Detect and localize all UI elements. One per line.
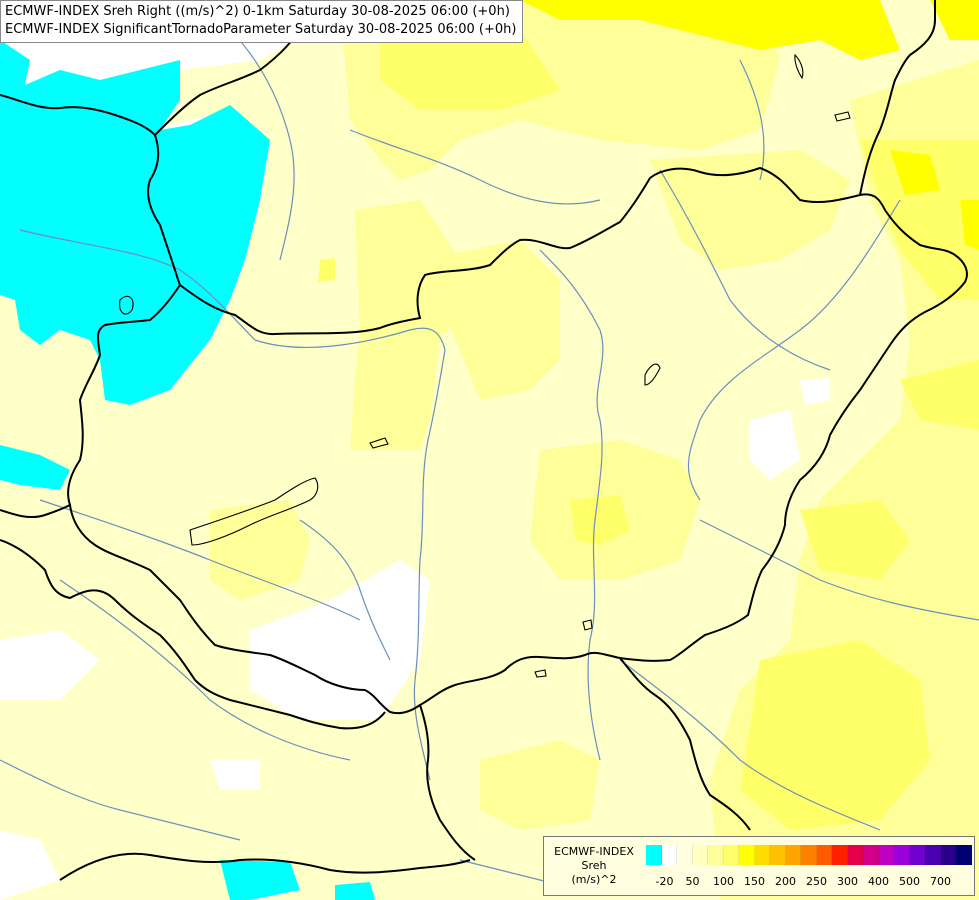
lake-small-6 xyxy=(644,363,661,386)
title-line-sreh: ECMWF-INDEX Sreh Right ((m/s)^2) 0-1km S… xyxy=(5,4,510,19)
legend-swatch xyxy=(770,845,786,865)
legend-swatch xyxy=(754,845,770,865)
legend-tick-label: 150 xyxy=(744,875,765,888)
legend-title-unit: (m/s)^2 xyxy=(571,873,617,886)
lake-small-2 xyxy=(794,53,804,80)
field-cyan-areas xyxy=(0,40,375,900)
lake-small-7 xyxy=(119,295,134,315)
legend-tick-label: 200 xyxy=(775,875,796,888)
legend-swatch xyxy=(878,845,894,865)
legend-swatch xyxy=(847,845,863,865)
border-bosnia xyxy=(59,852,471,881)
legend-swatch xyxy=(708,845,724,865)
legend-swatch xyxy=(956,845,972,865)
border-west-south xyxy=(0,504,71,519)
legend-swatch xyxy=(925,845,941,865)
country-borders xyxy=(0,0,968,881)
legend-tick-label: 50 xyxy=(685,875,700,888)
legend-tick-label: -20 xyxy=(655,875,674,888)
legend-swatch xyxy=(816,845,832,865)
rivers xyxy=(0,29,979,891)
legend-swatch xyxy=(723,845,739,865)
border-serbia-west xyxy=(419,704,476,861)
legend-tick-label: 400 xyxy=(868,875,889,888)
lake-small-5 xyxy=(534,669,547,678)
legend-swatch xyxy=(894,845,910,865)
legend-swatches xyxy=(646,845,972,865)
lake-small-1 xyxy=(369,437,389,449)
border-north-east xyxy=(859,0,936,196)
legend-tick-label: 250 xyxy=(806,875,827,888)
legend-swatch xyxy=(661,845,677,865)
title-line-stp: ECMWF-INDEX SignificantTornadoParameter … xyxy=(5,22,517,37)
legend-swatch xyxy=(863,845,879,865)
legend-tick-label: 700 xyxy=(930,875,951,888)
legend-ticks: -20 50 100 150 200 250 300 400 500 700 xyxy=(646,875,971,889)
legend-swatch xyxy=(785,845,801,865)
field-bright-yellow-areas xyxy=(520,0,979,250)
lakes xyxy=(119,53,851,678)
lake-balaton xyxy=(189,477,319,546)
border-croatia xyxy=(0,539,386,730)
map-title-box: ECMWF-INDEX Sreh Right ((m/s)^2) 0-1km S… xyxy=(0,0,524,43)
legend-title-source: ECMWF-INDEX xyxy=(554,845,634,858)
field-yellow-areas xyxy=(318,30,979,830)
legend-swatch xyxy=(692,845,708,865)
legend-swatch xyxy=(646,845,662,865)
legend-title: ECMWF-INDEX Sreh (m/s)^2 xyxy=(548,845,640,887)
border-hungary xyxy=(67,166,968,715)
legend-tick-label: 500 xyxy=(899,875,920,888)
border-north-west xyxy=(0,94,181,286)
legend-tick-label: 100 xyxy=(713,875,734,888)
legend-swatch xyxy=(739,845,755,865)
lake-small-3 xyxy=(834,111,851,122)
color-legend: ECMWF-INDEX Sreh (m/s)^2 -20 50 100 150 200 2… xyxy=(543,836,975,896)
legend-title-variable: Sreh xyxy=(581,859,607,872)
legend-swatch xyxy=(909,845,925,865)
border-serbia-east xyxy=(619,657,751,831)
lake-small-4 xyxy=(582,619,593,631)
legend-swatch xyxy=(940,845,956,865)
legend-tick-label: 300 xyxy=(837,875,858,888)
legend-swatch xyxy=(832,845,848,865)
legend-swatch xyxy=(677,845,693,865)
legend-swatch xyxy=(801,845,817,865)
